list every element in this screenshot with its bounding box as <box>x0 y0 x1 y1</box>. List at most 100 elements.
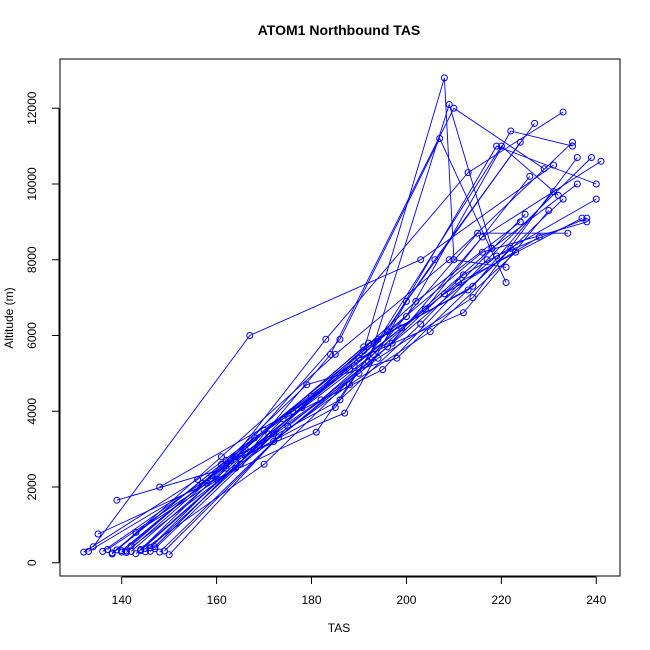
y-tick-label: 8000 <box>25 246 39 273</box>
data-point <box>464 286 472 294</box>
data-point <box>526 172 534 180</box>
series-line-2 <box>92 164 554 548</box>
data-point <box>341 409 349 417</box>
data-point <box>122 549 130 556</box>
data-point <box>583 218 591 226</box>
series-line-3 <box>111 141 573 555</box>
data-point <box>592 180 600 188</box>
data-point <box>497 142 505 150</box>
data-point <box>322 335 330 343</box>
series-line-17 <box>140 198 597 551</box>
data-point <box>99 547 107 555</box>
data-point <box>592 195 600 203</box>
x-axis: 140 160 180 200 220 240 <box>112 576 607 607</box>
data-point <box>379 366 387 374</box>
x-tick-label: 160 <box>207 593 227 607</box>
data-point <box>118 547 126 555</box>
data-point <box>217 453 225 461</box>
data-point <box>388 339 396 347</box>
chart-title: ATOM1 Northbound TAS <box>258 22 421 38</box>
data-point <box>360 343 368 351</box>
data-point <box>478 248 486 256</box>
data-point <box>94 530 102 538</box>
data-point <box>507 244 515 252</box>
data-point <box>502 279 510 286</box>
x-axis-label: TAS <box>328 621 350 635</box>
series-line-6 <box>135 77 507 555</box>
y-tick-label: 10000 <box>25 167 39 201</box>
data-point <box>512 248 520 256</box>
data-point <box>450 256 458 264</box>
series-line-9 <box>168 217 587 556</box>
data-point <box>459 309 467 317</box>
data-point <box>137 546 145 553</box>
data-point <box>578 214 586 222</box>
data-point <box>312 428 320 436</box>
data-point <box>85 547 92 555</box>
data-point <box>588 154 595 161</box>
data-point <box>531 119 539 127</box>
data-point <box>222 457 230 464</box>
data-point <box>464 169 472 177</box>
data-point <box>113 496 121 504</box>
data-point <box>417 320 425 328</box>
series-line-30 <box>121 191 554 551</box>
series-line-1 <box>83 221 521 553</box>
data-point <box>274 434 282 442</box>
data-point <box>459 271 467 279</box>
data-point <box>156 548 164 556</box>
data-point <box>597 157 605 165</box>
series-line-18 <box>164 160 602 552</box>
data-point <box>236 455 244 463</box>
data-point <box>417 256 425 264</box>
data-point <box>369 350 377 358</box>
series-line-21 <box>88 248 512 552</box>
series-line-19 <box>135 107 545 533</box>
series-line-7 <box>145 102 493 549</box>
data-point <box>445 256 453 264</box>
x-tick-label: 140 <box>112 593 132 607</box>
data-point <box>241 445 249 453</box>
data-point <box>421 305 429 313</box>
data-point <box>502 263 510 271</box>
data-point <box>246 332 254 339</box>
series-line-26 <box>126 198 564 553</box>
data-point <box>540 165 548 173</box>
x-tick-label: 180 <box>302 593 322 607</box>
series-line-11 <box>107 123 535 550</box>
series-line-16 <box>102 176 531 552</box>
data-point <box>336 396 344 404</box>
series-line-25 <box>116 236 540 551</box>
data-point <box>80 548 88 556</box>
series-line-5 <box>126 251 516 552</box>
data-point <box>151 545 159 553</box>
data-point <box>583 214 591 222</box>
data-point <box>232 453 240 461</box>
data-point <box>559 195 567 203</box>
data-point <box>260 460 268 468</box>
series-line-29 <box>154 130 573 550</box>
data-point <box>493 142 501 150</box>
data-point <box>365 339 372 347</box>
data-point <box>303 381 311 389</box>
y-axis: 0 2000 4000 6000 8000 10000 12000 <box>25 91 60 566</box>
data-point <box>331 404 339 411</box>
data-point <box>550 188 558 196</box>
y-tick-label: 2000 <box>25 473 39 500</box>
series-line-20 <box>145 145 559 553</box>
data-point <box>445 101 453 108</box>
data-point <box>440 74 448 82</box>
data-point <box>426 328 434 336</box>
data-point <box>298 404 306 411</box>
data-point <box>146 544 154 552</box>
data-point <box>569 142 576 150</box>
data-point <box>104 546 111 553</box>
data-point <box>440 290 448 298</box>
series-line-10 <box>97 111 564 535</box>
data-point <box>564 229 572 237</box>
series-line-28 <box>149 145 597 548</box>
x-tick-label: 200 <box>396 593 416 607</box>
data-point <box>573 154 581 161</box>
y-tick-label: 0 <box>25 559 39 566</box>
